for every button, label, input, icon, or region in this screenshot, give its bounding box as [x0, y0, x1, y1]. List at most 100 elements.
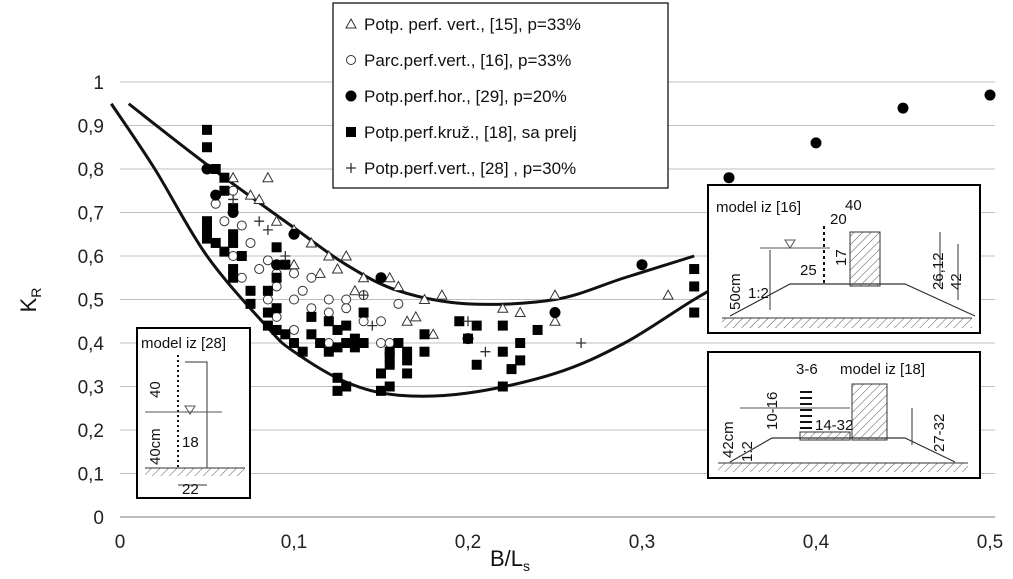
legend-label: Potp.perf.kruž., [18], sa prelj	[364, 123, 577, 142]
data-point	[289, 294, 299, 305]
data-point	[323, 307, 334, 318]
x-tick-label: 0,5	[977, 532, 1003, 553]
data-point	[262, 320, 273, 331]
data-point	[323, 316, 334, 327]
svg-text:14-32: 14-32	[815, 417, 853, 434]
data-point	[228, 203, 239, 214]
data-point	[497, 346, 508, 357]
data-point	[210, 164, 221, 174]
svg-text:1:2: 1:2	[739, 441, 756, 462]
x-axis-title: B/Ls	[490, 546, 530, 574]
data-point	[210, 198, 221, 209]
data-point	[349, 342, 360, 353]
data-point	[262, 307, 273, 318]
data-point	[471, 320, 482, 331]
data-point	[402, 355, 413, 366]
data-point	[341, 294, 352, 305]
svg-text:27-32: 27-32	[931, 414, 948, 452]
data-point	[332, 324, 343, 335]
data-point	[270, 215, 283, 226]
data-point	[253, 193, 266, 204]
data-point	[245, 285, 256, 296]
x-tick-label: 0	[115, 532, 126, 553]
data-point	[262, 255, 273, 266]
data-point	[228, 237, 239, 248]
data-point	[341, 381, 352, 392]
legend-label: Potp.perf.hor., [29], p=20%	[364, 87, 567, 106]
data-point	[454, 316, 465, 327]
y-tick-label: 0,1	[78, 465, 104, 486]
data-point	[897, 102, 909, 114]
data-point	[576, 338, 587, 348]
inset-model-28: model iz [28] 40 40cm 18 22	[136, 327, 251, 499]
data-point	[636, 259, 648, 271]
data-point	[401, 315, 413, 326]
data-point	[219, 216, 230, 227]
data-point	[723, 172, 735, 184]
data-point	[306, 303, 317, 314]
x-tick-label: 0,3	[629, 532, 655, 553]
data-point	[409, 310, 422, 322]
data-point	[271, 324, 282, 335]
data-point	[376, 338, 386, 348]
svg-text:25: 25	[800, 262, 817, 279]
svg-text:17: 17	[833, 249, 850, 266]
data-point	[984, 89, 996, 101]
data-point	[228, 229, 239, 240]
data-point	[245, 298, 256, 309]
svg-text:20: 20	[830, 211, 847, 228]
data-point	[419, 346, 430, 357]
data-point	[306, 311, 317, 322]
data-point	[236, 220, 247, 231]
data-point	[288, 228, 300, 240]
data-point	[322, 249, 335, 261]
data-point	[323, 346, 334, 357]
data-point	[280, 251, 291, 261]
svg-text:50cm: 50cm	[727, 273, 744, 310]
svg-text:10-16: 10-16	[764, 392, 781, 430]
data-point	[219, 185, 230, 196]
data-point	[202, 233, 212, 244]
data-point	[497, 320, 508, 331]
data-point	[306, 329, 317, 340]
data-point	[227, 171, 239, 183]
x-tick-label: 0,4	[803, 532, 830, 553]
svg-text:42cm: 42cm	[720, 421, 737, 458]
data-point	[306, 272, 317, 283]
data-point	[427, 328, 440, 339]
data-point	[689, 281, 700, 292]
data-point	[202, 124, 212, 135]
data-point	[210, 237, 221, 248]
data-point	[392, 280, 405, 291]
y-tick-label: 0	[93, 508, 104, 529]
y-tick-label: 0,7	[78, 204, 104, 225]
data-point	[384, 381, 395, 392]
data-point	[810, 137, 822, 149]
svg-text:26,12: 26,12	[930, 252, 947, 290]
data-point	[340, 249, 353, 261]
x-tick-label: 0,2	[455, 532, 481, 553]
y-tick-label: 0,8	[78, 160, 104, 181]
data-point	[271, 281, 282, 292]
y-tick-labels: 0 0,1 0,2 0,3 0,4 0,5 0,6 0,7 0,8 0,9 1	[78, 73, 105, 529]
inset-model-16: model iz [16] 40 20 17 25 26,12 42 50cm …	[707, 184, 981, 334]
inset-18-title: model iz [18]	[840, 361, 925, 378]
y-tick-label: 0,4	[78, 334, 105, 355]
data-point	[332, 342, 343, 353]
data-point	[689, 264, 700, 275]
data-point	[384, 351, 395, 362]
data-point	[271, 259, 283, 271]
fit-curve	[110, 102, 756, 398]
y-tick-label: 0,6	[78, 247, 104, 268]
legend-marker	[345, 17, 357, 29]
legend: Potp. perf. vert., [15], p=33% Parc.perf.…	[332, 2, 669, 189]
data-point	[280, 259, 291, 270]
svg-text:3-6: 3-6	[796, 361, 818, 378]
data-point	[384, 338, 395, 348]
data-point	[244, 189, 257, 200]
data-point	[315, 338, 326, 348]
svg-text:40: 40	[147, 381, 164, 398]
data-point	[323, 338, 334, 348]
data-point	[418, 293, 431, 304]
